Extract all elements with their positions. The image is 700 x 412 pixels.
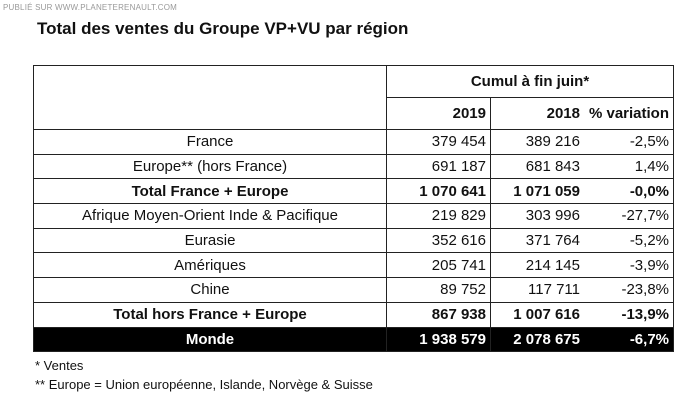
row-label: Chine: [33, 277, 387, 303]
header-row: Cumul à fin juin*: [33, 65, 674, 130]
cell: 2 078 675: [490, 326, 584, 353]
cell: 214 145: [490, 252, 584, 279]
column-header: % variation: [584, 97, 674, 130]
cell: 389 216: [490, 129, 584, 155]
footnote: ** Europe = Union européenne, Islande, N…: [35, 377, 373, 392]
table-row: Monde 1 938 579 2 078 675 -6,7%: [33, 326, 674, 353]
row-label: Europe** (hors France): [33, 153, 387, 180]
cell: -2,5%: [584, 129, 674, 155]
row-label: Monde: [33, 326, 387, 353]
cell: 379 454: [386, 129, 491, 155]
group-header: Cumul à fin juin*: [386, 65, 674, 98]
row-label: Eurasie: [33, 227, 387, 254]
cell: 89 752: [386, 277, 491, 303]
cell: 681 843: [490, 153, 584, 180]
cell: 1 071 059: [490, 178, 584, 205]
cell: -23,8%: [584, 277, 674, 303]
row-label: Afrique Moyen-Orient Inde & Pacifique: [33, 203, 387, 229]
cell: 219 829: [386, 203, 491, 229]
table-row: Europe** (hors France) 691 187 681 843 1,4%: [33, 153, 674, 180]
watermark: PUBLIÉ SUR WWW.PLANETERENAULT.COM: [3, 3, 178, 12]
cell: -6,7%: [584, 326, 674, 353]
column-header: 2019: [386, 97, 491, 130]
table-row: Total hors France + Europe 867 938 1 007 6…: [33, 301, 674, 328]
table-row: Total France + Europe 1 070 641 1 071 059-…: [33, 178, 674, 205]
cell: 691 187: [386, 153, 491, 180]
header-row: 2019 2018 % variation: [34, 97, 674, 130]
cell: -3,9%: [584, 252, 674, 279]
cell: -0,0%: [584, 178, 674, 205]
cell: 1 007 616: [490, 301, 584, 328]
cell: 1,4%: [584, 153, 674, 180]
title: Total des ventes du Groupe VP+VU par rég…: [37, 19, 409, 38]
empty-corner: [33, 65, 387, 130]
row-label: Total hors France + Europe: [33, 301, 387, 328]
footnote: * Ventes: [35, 358, 84, 373]
row-label: France: [33, 129, 387, 155]
table-row: Amériques 205 741 214 145 -3,9%: [33, 252, 674, 279]
row-label: Amériques: [33, 252, 387, 279]
table-row: Afrique Moyen-Orient Inde & Pacifique 219…: [33, 203, 674, 229]
cell: 867 938: [386, 301, 491, 328]
table-body: Cumul à fin juin* 2019 2018 % variation …: [33, 65, 674, 353]
cell: -5,2%: [584, 227, 674, 254]
cell: 303 996: [490, 203, 584, 229]
cell: 117 711: [490, 277, 584, 303]
sales-table: Cumul à fin juin* 2019 2018 % variation …: [33, 65, 674, 353]
column-header: 2018: [490, 97, 584, 130]
cell: 352 616: [386, 227, 491, 254]
cell: -27,7%: [584, 203, 674, 229]
cell: 1 938 579: [386, 326, 491, 353]
cell: 1 070 641: [386, 178, 491, 205]
cell: 205 741: [386, 252, 491, 279]
table-row: Eurasie 352 616 371 764 -5,2%: [33, 227, 674, 254]
cell: -13,9%: [584, 301, 674, 328]
table-row: Chine 89 752 117 711 -23,8%: [33, 277, 674, 303]
row-label: Total France + Europe: [33, 178, 387, 205]
table-row: France 379 454 389 216 -2,5%: [33, 129, 674, 155]
cell: 371 764: [490, 227, 584, 254]
